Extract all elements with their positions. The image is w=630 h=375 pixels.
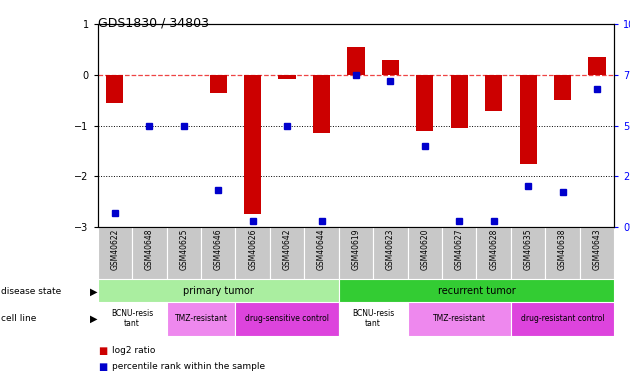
Text: ■: ■ <box>98 346 107 355</box>
Text: GSM40626: GSM40626 <box>248 228 257 270</box>
Bar <box>339 227 373 279</box>
Text: GSM40642: GSM40642 <box>283 228 292 270</box>
Bar <box>546 227 580 279</box>
Bar <box>244 75 261 214</box>
Text: BCNU-resis
tant: BCNU-resis tant <box>352 309 394 328</box>
Text: GSM40620: GSM40620 <box>420 228 429 270</box>
Text: GSM40638: GSM40638 <box>558 228 567 270</box>
Bar <box>270 227 304 279</box>
Bar <box>98 227 132 279</box>
Bar <box>382 60 399 75</box>
Bar <box>236 302 339 336</box>
Bar <box>554 75 571 100</box>
Bar <box>210 75 227 93</box>
Bar <box>313 75 330 133</box>
Text: disease state: disease state <box>1 287 62 296</box>
Bar <box>278 75 295 78</box>
Text: GSM40635: GSM40635 <box>524 228 532 270</box>
Text: GSM40622: GSM40622 <box>110 228 119 270</box>
Bar <box>580 227 614 279</box>
Bar <box>408 302 511 336</box>
Text: GSM40625: GSM40625 <box>180 228 188 270</box>
Text: GSM40628: GSM40628 <box>490 228 498 270</box>
Text: percentile rank within the sample: percentile rank within the sample <box>112 362 265 371</box>
Bar <box>106 75 123 103</box>
Text: GSM40623: GSM40623 <box>386 228 395 270</box>
Text: drug-resistant control: drug-resistant control <box>521 314 604 323</box>
Text: GSM40619: GSM40619 <box>352 228 360 270</box>
Bar <box>339 279 614 302</box>
Bar <box>98 302 166 336</box>
Bar <box>98 279 339 302</box>
Text: primary tumor: primary tumor <box>183 286 254 296</box>
Bar <box>373 227 408 279</box>
Text: BCNU-resis
tant: BCNU-resis tant <box>111 309 153 328</box>
Bar <box>201 227 236 279</box>
Bar <box>476 227 511 279</box>
Bar <box>450 75 468 128</box>
Bar <box>339 302 408 336</box>
Text: GDS1830 / 34803: GDS1830 / 34803 <box>98 17 209 30</box>
Text: recurrent tumor: recurrent tumor <box>438 286 515 296</box>
Bar <box>485 75 502 111</box>
Bar <box>166 227 201 279</box>
Text: GSM40648: GSM40648 <box>145 228 154 270</box>
Text: ▶: ▶ <box>90 287 98 297</box>
Text: ▶: ▶ <box>90 314 98 324</box>
Text: GSM40643: GSM40643 <box>593 228 602 270</box>
Bar <box>588 57 605 75</box>
Bar <box>511 302 614 336</box>
Text: TMZ-resistant: TMZ-resistant <box>433 314 486 323</box>
Bar <box>236 227 270 279</box>
Bar <box>347 47 365 75</box>
Text: log2 ratio: log2 ratio <box>112 346 155 355</box>
Text: drug-sensitive control: drug-sensitive control <box>245 314 329 323</box>
Text: GSM40644: GSM40644 <box>317 228 326 270</box>
Text: TMZ-resistant: TMZ-resistant <box>175 314 227 323</box>
Bar <box>166 302 236 336</box>
Bar <box>416 75 433 131</box>
Bar <box>511 227 546 279</box>
Text: ■: ■ <box>98 362 107 372</box>
Bar <box>132 227 166 279</box>
Text: GSM40646: GSM40646 <box>214 228 222 270</box>
Bar <box>408 227 442 279</box>
Bar <box>304 227 339 279</box>
Bar <box>442 227 476 279</box>
Text: GSM40627: GSM40627 <box>455 228 464 270</box>
Bar <box>520 75 537 164</box>
Text: cell line: cell line <box>1 314 37 323</box>
